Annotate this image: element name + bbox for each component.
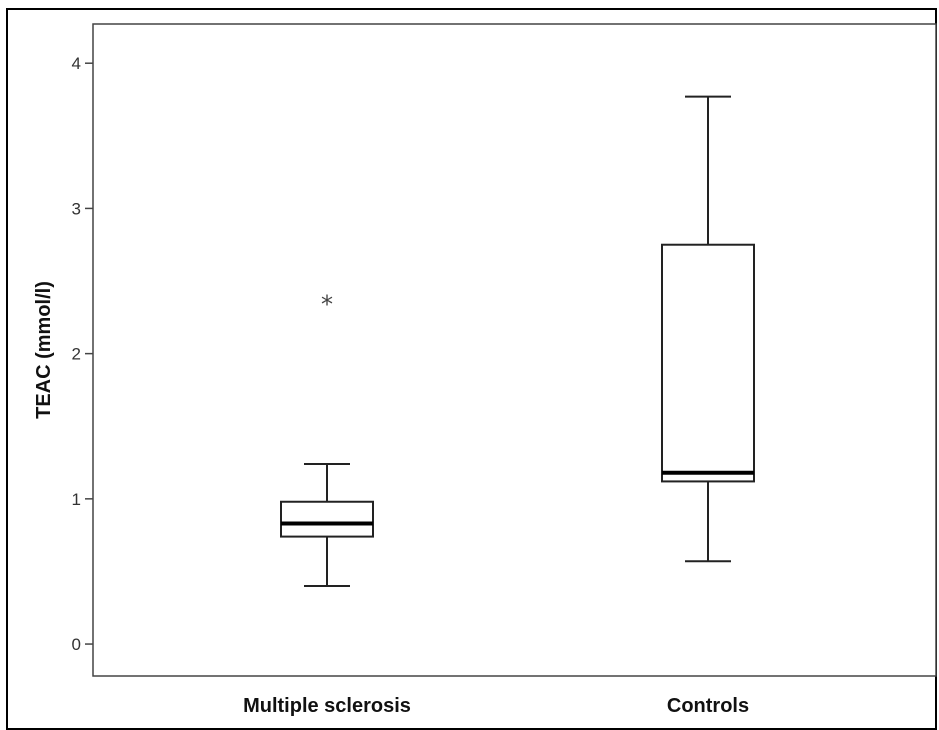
- outlier-marker: *: [321, 290, 333, 318]
- interquartile-box: [661, 243, 755, 483]
- box-multiple-sclerosis: *: [280, 290, 374, 587]
- box-controls: [661, 95, 755, 563]
- x-category-label-controls: Controls: [667, 695, 749, 717]
- interquartile-box: [280, 500, 374, 538]
- y-axis-title: TEAC (mmol/l): [33, 281, 55, 419]
- y-tick-label: 4: [72, 54, 81, 73]
- x-category-label-multiple-sclerosis: Multiple sclerosis: [243, 695, 411, 717]
- y-axis: 0 1 2 3 4: [72, 54, 93, 654]
- plot-area: [92, 23, 937, 677]
- y-tick-label: 1: [72, 490, 81, 509]
- x-axis: Multiple sclerosis Controls: [243, 695, 749, 717]
- y-tick-label: 2: [72, 345, 81, 364]
- box-plots: *: [280, 95, 755, 587]
- y-tick-label: 3: [72, 199, 81, 218]
- y-tick-label: 0: [72, 635, 81, 654]
